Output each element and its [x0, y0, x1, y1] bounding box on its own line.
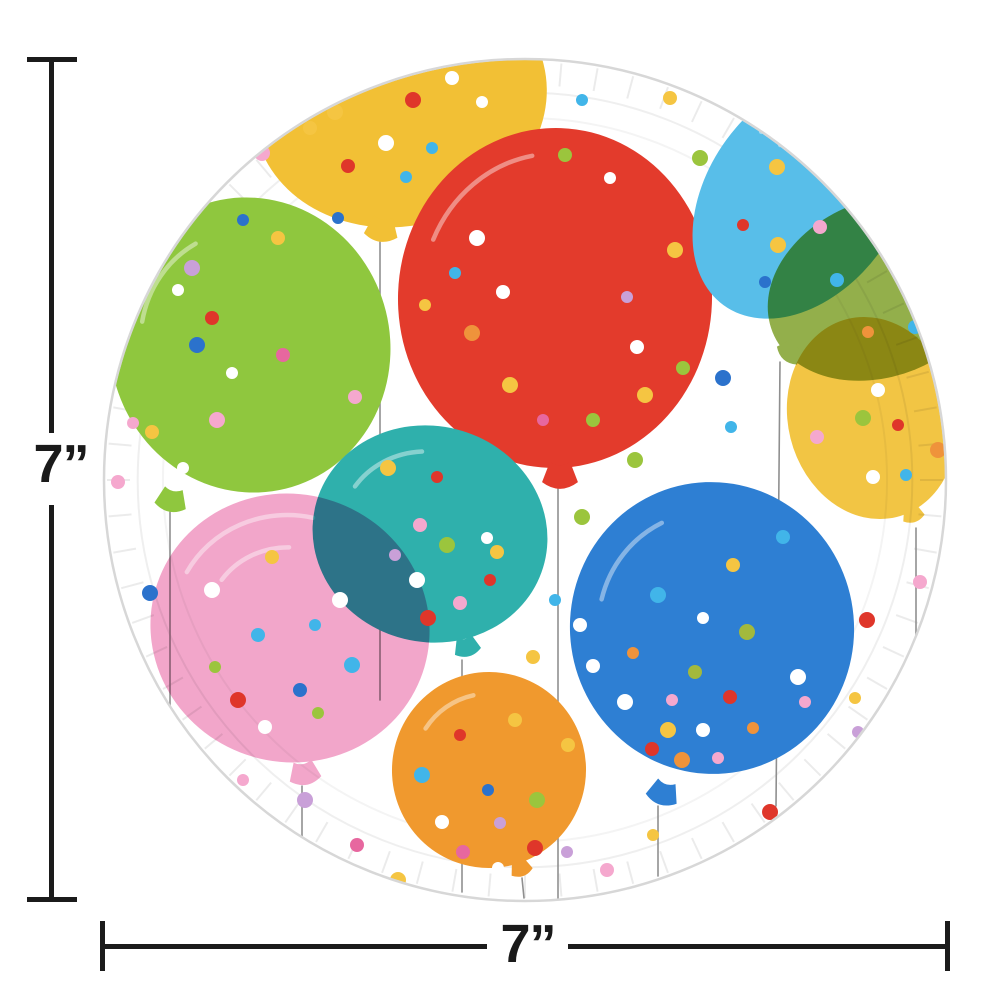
- height-dimension-line-upper: [49, 57, 54, 433]
- height-dimension-line-lower: [49, 505, 54, 902]
- height-dimension-label: 7”: [33, 434, 89, 494]
- width-dimension-line-left: [102, 944, 487, 949]
- width-dimension-label: 7”: [500, 914, 556, 974]
- red-balloon-top: [397, 128, 713, 489]
- green-balloon-left: [109, 197, 391, 513]
- yellow-balloon-right: [786, 316, 945, 523]
- height-dimension-cap-bottom: [27, 897, 77, 902]
- blue-balloon-bottomright: [569, 482, 855, 806]
- width-dimension-line-right: [568, 944, 950, 949]
- height-dimension-cap-top: [27, 57, 77, 62]
- pink-balloon-bottomleft: [150, 493, 430, 786]
- width-dimension-cap-left: [100, 921, 105, 971]
- width-dimension-cap-right: [945, 921, 950, 971]
